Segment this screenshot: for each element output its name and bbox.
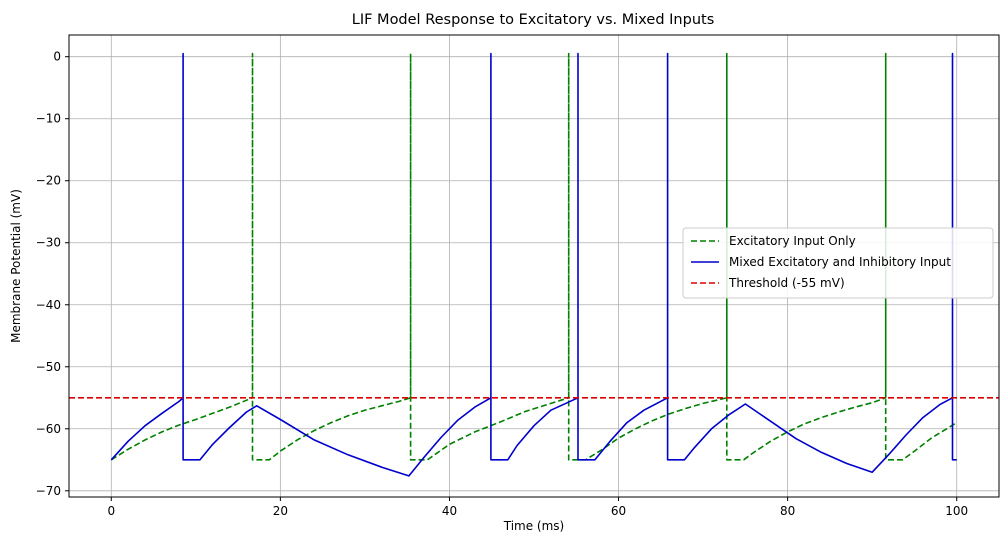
chart-title: LIF Model Response to Excitatory vs. Mix… xyxy=(352,12,715,28)
y-tick-label: −60 xyxy=(36,422,61,436)
y-tick-label: 0 xyxy=(53,50,61,64)
y-tick-label: −30 xyxy=(36,236,61,250)
legend-label-threshold: Threshold (-55 mV) xyxy=(728,276,845,290)
y-tick-label: −40 xyxy=(36,298,61,312)
x-tick-label: 40 xyxy=(442,504,457,518)
series-layer xyxy=(69,52,999,477)
y-tick-label: −10 xyxy=(36,112,61,126)
x-tick-label: 20 xyxy=(273,504,288,518)
x-axis-label: Time (ms) xyxy=(503,519,565,533)
x-tick-label: 80 xyxy=(780,504,795,518)
legend-label-mixed: Mixed Excitatory and Inhibitory Input xyxy=(729,255,951,269)
y-tick-label: −20 xyxy=(36,174,61,188)
y-tick-label: −70 xyxy=(36,484,61,498)
series-line-mixed xyxy=(110,52,957,477)
legend: Excitatory Input Only Mixed Excitatory a… xyxy=(682,227,994,299)
x-tick-label: 100 xyxy=(945,504,968,518)
legend-box xyxy=(682,227,994,299)
x-axis-ticks: 0 20 40 60 80 100 xyxy=(107,497,968,518)
y-axis-label: Membrane Potential (mV) xyxy=(9,189,23,343)
x-tick-label: 0 xyxy=(107,504,115,518)
y-tick-label: −50 xyxy=(36,360,61,374)
plot-area xyxy=(68,34,1000,498)
y-axis-ticks: 0 −10 −20 −30 −40 −50 −60 −70 xyxy=(36,50,69,498)
legend-label-excitatory: Excitatory Input Only xyxy=(729,234,856,248)
x-tick-label: 60 xyxy=(611,504,626,518)
axes-frame xyxy=(68,34,1000,498)
